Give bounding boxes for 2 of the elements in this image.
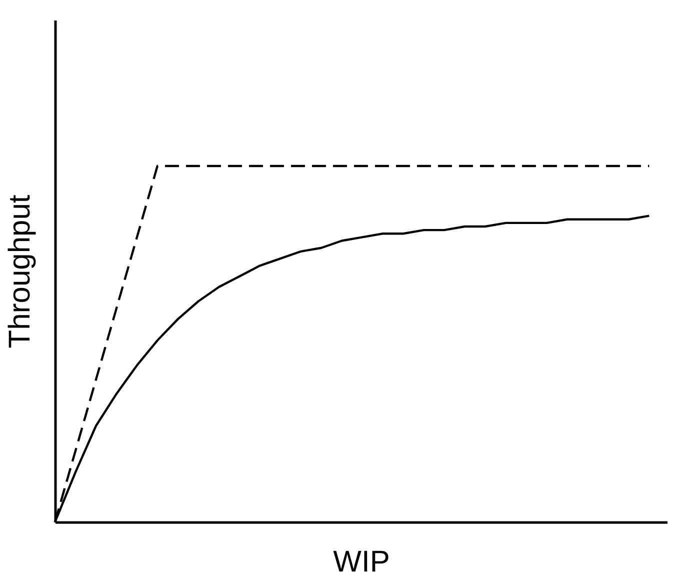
- y-axis-title: Throughput: [4, 194, 36, 348]
- x-axis-title: WIP: [333, 546, 390, 578]
